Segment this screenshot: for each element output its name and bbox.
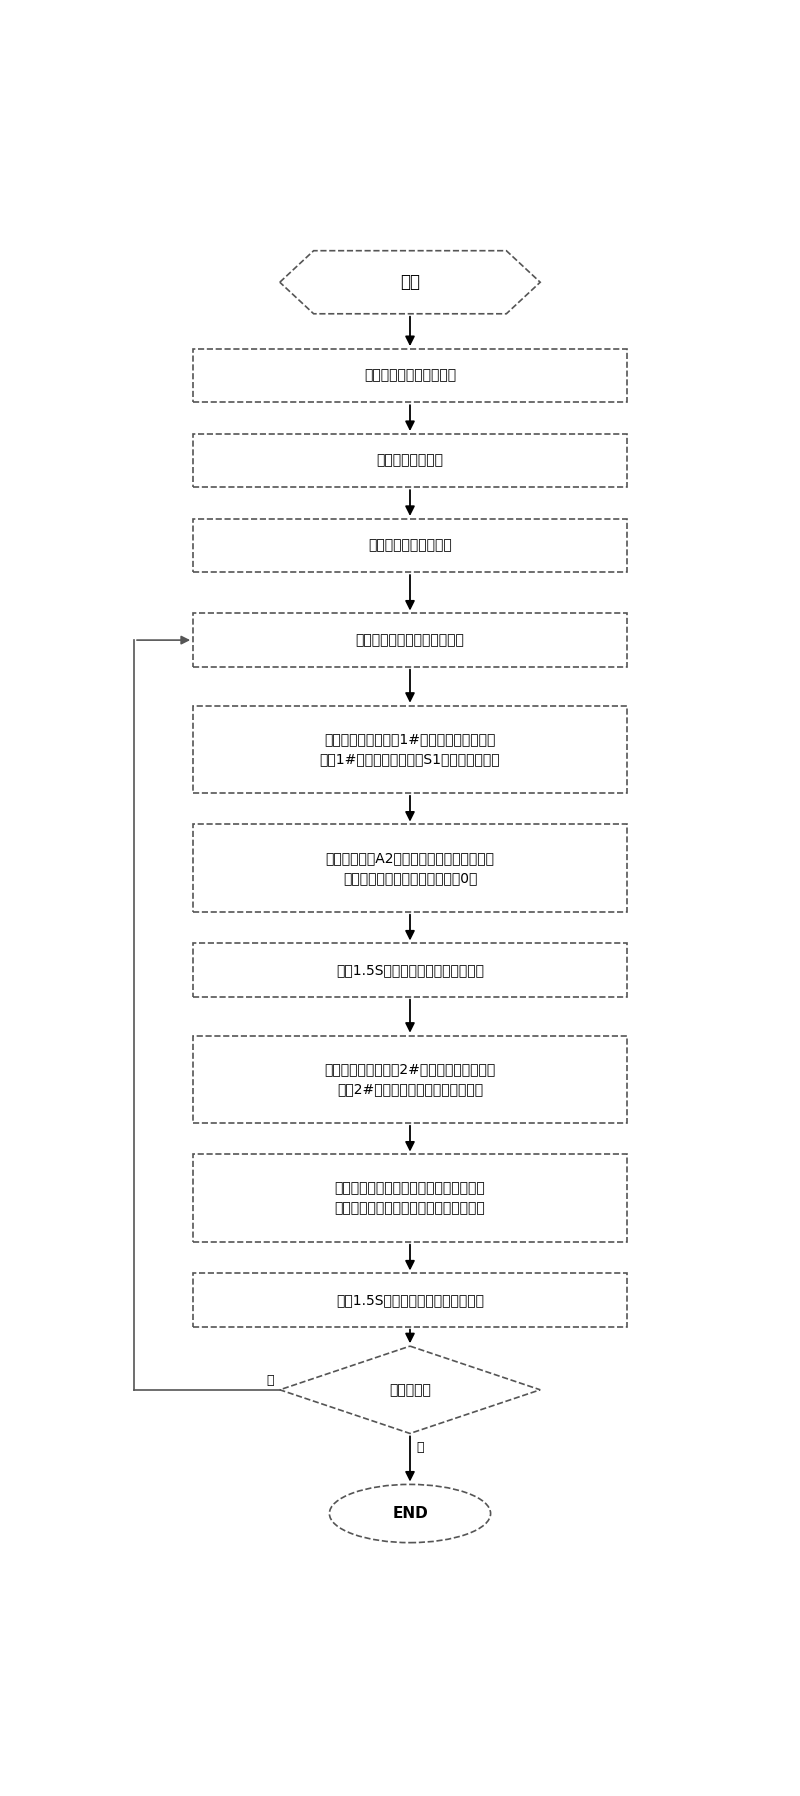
Bar: [193, 1273, 627, 1327]
Bar: [193, 1036, 627, 1122]
Text: 启动电机，排线装置向左移动: 启动电机，排线装置向左移动: [355, 634, 465, 647]
Bar: [193, 824, 627, 912]
Bar: [193, 1155, 627, 1241]
Text: 同理，标定工字轮右边缘极限位置，读取
编码器角度值，得出排线支架运动范围。: 同理，标定工字轮右边缘极限位置，读取 编码器角度值，得出排线支架运动范围。: [334, 1182, 486, 1214]
Text: 是: 是: [266, 1374, 274, 1387]
Text: 当工字轮右边缘进入2#传感器检测范围时，
读取2#传感器的检测值并传送上位机: 当工字轮右边缘进入2#传感器检测范围时， 读取2#传感器的检测值并传送上位机: [324, 1063, 496, 1096]
Text: END: END: [392, 1507, 428, 1521]
Bar: [193, 435, 627, 487]
Polygon shape: [280, 251, 540, 314]
Bar: [193, 348, 627, 402]
Text: 开始: 开始: [400, 273, 420, 291]
Text: 是否重复？: 是否重复？: [389, 1383, 431, 1397]
Text: 测量定位安装尺寸: 测量定位安装尺寸: [377, 454, 443, 467]
Bar: [193, 706, 627, 794]
Text: 当工字轮左边缘进入1#传感器检测范围时，
读取1#传感器的检测值为S1。并传送上位机: 当工字轮左边缘进入1#传感器检测范围时， 读取1#传感器的检测值为S1。并传送上…: [320, 733, 500, 767]
Bar: [193, 519, 627, 573]
Bar: [193, 614, 627, 666]
Text: 否: 否: [416, 1440, 424, 1453]
Text: 安装工字轮边缘检测机构: 安装工字轮边缘检测机构: [364, 368, 456, 383]
Ellipse shape: [330, 1485, 490, 1543]
Text: 打开气阀，检测端串出: 打开气阀，检测端串出: [368, 539, 452, 553]
Text: 停止1.5S，电机反转，排线装置左移: 停止1.5S，电机反转，排线装置左移: [336, 1293, 484, 1307]
Text: 通过计算，将A2点处标定为工字轮左边缘极
限位置，设定此时编码器角度为0度: 通过计算，将A2点处标定为工字轮左边缘极 限位置，设定此时编码器角度为0度: [326, 851, 494, 885]
Bar: [193, 943, 627, 997]
Text: 停止1.5S，电机反转，排线装置右移: 停止1.5S，电机反转，排线装置右移: [336, 963, 484, 977]
Polygon shape: [280, 1347, 540, 1433]
